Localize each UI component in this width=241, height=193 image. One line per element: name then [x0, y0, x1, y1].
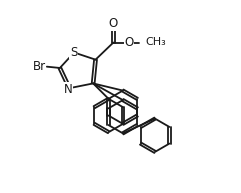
Text: O: O: [109, 18, 118, 30]
Text: Br: Br: [33, 60, 46, 73]
Text: CH₃: CH₃: [146, 37, 166, 47]
Text: N: N: [64, 83, 73, 96]
Text: O: O: [124, 36, 134, 49]
Text: S: S: [70, 46, 77, 58]
